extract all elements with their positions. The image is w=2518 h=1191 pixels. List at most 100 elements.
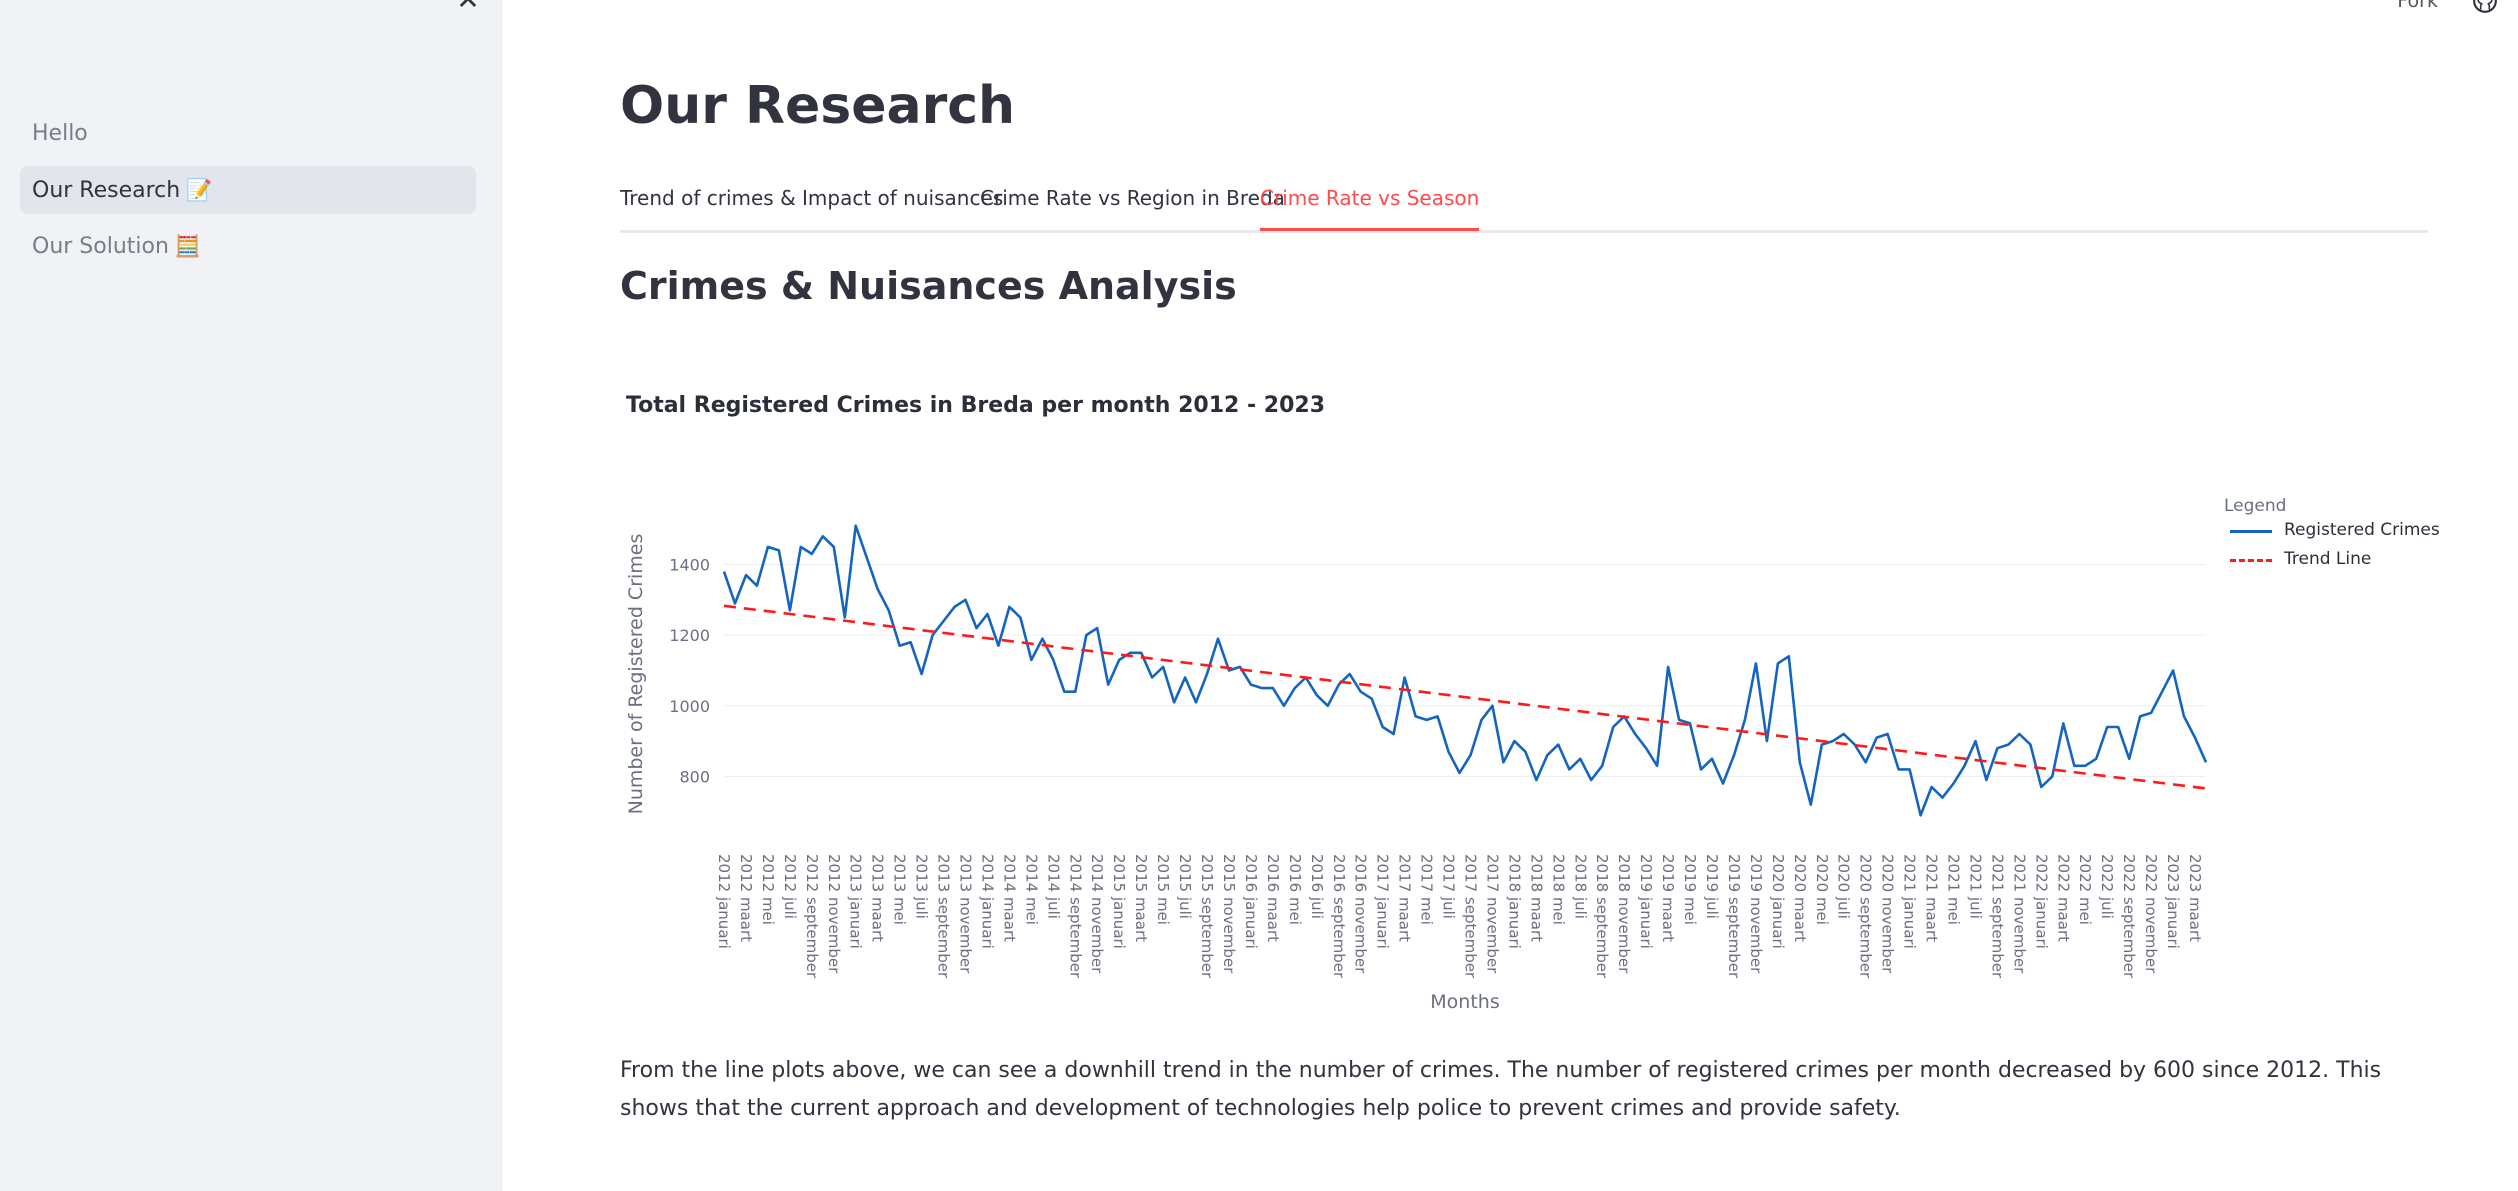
x-tick-label: 2020 maart — [1791, 854, 1809, 942]
x-tick-label: 2018 juli — [1571, 854, 1589, 919]
x-tick-label: 2018 november — [1615, 854, 1633, 974]
sidebar-item-label: Our Research — [32, 178, 181, 203]
x-tick-label: 2021 januari — [1901, 854, 1919, 949]
x-tick-label: 2022 mei — [2076, 854, 2094, 925]
x-tick-label: 2022 november — [2142, 854, 2160, 974]
x-tick-label: 2017 maart — [1396, 854, 1414, 942]
x-tick-label: 2015 november — [1220, 854, 1238, 974]
sidebar-item-label: Our Solution — [32, 234, 169, 259]
fork-button[interactable]: Fork — [2397, 0, 2438, 12]
legend-title: Legend — [2224, 496, 2287, 516]
tab-bar: Trend of crimes & Impact of nuisances Cr… — [620, 180, 2428, 233]
x-tick-label: 2016 januari — [1242, 854, 1260, 949]
x-tick-label: 2013 mei — [891, 854, 909, 925]
legend-swatch-solid — [2230, 530, 2272, 533]
close-icon[interactable]: ✕ — [452, 0, 484, 14]
analysis-paragraph: From the line plots above, we can see a … — [620, 1058, 2382, 1121]
x-tick-label: 2016 september — [1330, 854, 1348, 979]
tab-crime-rate-vs-season[interactable]: Crime Rate vs Season — [1260, 180, 1480, 231]
abacus-icon: 🧮 — [174, 234, 202, 258]
y-tick-label: 800 — [679, 767, 710, 786]
main-content: Our Research Trend of crimes & Impact of… — [620, 0, 2440, 1191]
x-tick-label: 2018 september — [1593, 854, 1611, 979]
x-tick-label: 2019 mei — [1681, 854, 1699, 925]
x-tick-label: 2019 september — [1725, 854, 1743, 979]
x-tick-label: 2014 september — [1066, 854, 1084, 979]
y-tick-label: 1400 — [669, 556, 710, 575]
x-tick-label: 2022 september — [2120, 854, 2138, 979]
x-tick-label: 2021 november — [2010, 854, 2028, 974]
x-tick-label: 2022 januari — [2032, 854, 2050, 949]
y-axis-title: Number of Registered Crimes — [625, 534, 647, 815]
x-tick-label: 2012 september — [803, 854, 821, 979]
x-tick-label: 2020 november — [1879, 854, 1897, 974]
sidebar-item-our-solution[interactable]: Our Solution 🧮 — [20, 222, 476, 270]
x-tick-label: 2017 september — [1461, 854, 1479, 979]
sidebar: ✕ Hello Our Research📝 Our Solution🧮 — [0, 0, 502, 1191]
legend-label: Trend Line — [2284, 549, 2372, 569]
x-tick-label: 2017 mei — [1418, 854, 1436, 925]
x-tick-label: 2014 juli — [1044, 854, 1062, 919]
sidebar-item-our-research[interactable]: Our Research 📝 — [20, 166, 476, 214]
x-tick-label: 2022 maart — [2054, 854, 2072, 942]
memo-icon: 📝 — [186, 178, 213, 202]
x-tick-label: 2012 maart — [737, 854, 755, 942]
chart-plot: 800 1000 1200 1400 Number of Registered Crim… — [625, 524, 2208, 1013]
x-tick-label: 2014 november — [1088, 854, 1106, 974]
x-tick-label: 2015 maart — [1132, 854, 1150, 942]
x-tick-label: 2013 juli — [913, 854, 931, 919]
y-tick-label: 1200 — [669, 626, 710, 645]
tab-crime-rate-vs-region[interactable]: Crime Rate vs Region in Breda — [980, 186, 1285, 210]
x-tick-label: 2020 januari — [1769, 854, 1787, 949]
x-tick-label: 2012 juli — [781, 854, 799, 919]
line-chart: 800 1000 1200 1400 Number of Registered Crim… — [620, 470, 2440, 1030]
x-tick-label: 2020 mei — [1813, 854, 1831, 925]
x-tick-label: 2014 januari — [978, 854, 996, 949]
x-tick-label: 2012 januari — [715, 854, 733, 949]
x-tick-label: 2017 juli — [1440, 854, 1458, 919]
x-tick-label: 2013 november — [957, 854, 975, 974]
legend-item-registered-crimes[interactable]: Registered Crimes — [2224, 516, 2440, 545]
legend-swatch-dashed — [2230, 559, 2272, 562]
x-tick-label: 2013 september — [935, 854, 953, 979]
x-tick-label: 2018 mei — [1549, 854, 1567, 925]
x-tick-label: 2015 juli — [1176, 854, 1194, 919]
x-axis-title: Months — [1430, 991, 1499, 1013]
x-tick-label: 2019 maart — [1659, 854, 1677, 942]
x-tick-label: 2017 januari — [1374, 854, 1392, 949]
x-tick-label: 2018 maart — [1527, 854, 1545, 942]
x-tick-label: 2023 januari — [2164, 854, 2182, 949]
x-tick-label: 2021 maart — [1923, 854, 1941, 942]
github-icon[interactable] — [2472, 0, 2498, 14]
legend-label: Registered Crimes — [2284, 520, 2440, 540]
x-tick-label: 2019 januari — [1637, 854, 1655, 949]
x-tick-label: 2021 september — [1988, 854, 2006, 979]
section-title: Crimes & Nuisances Analysis — [620, 264, 1237, 308]
x-tick-label: 2021 juli — [1966, 854, 1984, 919]
x-tick-label: 2016 juli — [1308, 854, 1326, 919]
sidebar-item-hello[interactable]: Hello — [20, 110, 476, 158]
y-tick-label: 1000 — [669, 697, 710, 716]
x-tick-label: 2016 november — [1352, 854, 1370, 974]
x-tick-label: 2013 maart — [869, 854, 887, 942]
x-tick-label: 2023 maart — [2186, 854, 2204, 942]
x-tick-label: 2012 november — [825, 854, 843, 974]
x-tick-label: 2016 maart — [1264, 854, 1282, 942]
x-tick-label: 2015 september — [1198, 854, 1216, 979]
legend-item-trend-line[interactable]: Trend Line — [2224, 545, 2424, 574]
chart-legend: Legend Registered Crimes Trend Line — [2224, 496, 2440, 574]
x-tick-label: 2022 juli — [2098, 854, 2116, 919]
x-tick-label: 2019 juli — [1703, 854, 1721, 919]
x-tick-label: 2013 januari — [847, 854, 865, 949]
series-trend-line — [723, 604, 2207, 790]
x-tick-label: 2020 juli — [1835, 854, 1853, 919]
x-tick-label: 2015 mei — [1154, 854, 1172, 925]
tab-trend-of-crimes[interactable]: Trend of crimes & Impact of nuisances — [620, 186, 1004, 210]
x-tick-label: 2019 november — [1747, 854, 1765, 974]
page-title: Our Research — [620, 76, 1016, 136]
x-tick-label: 2020 september — [1857, 854, 1875, 979]
x-tick-label: 2017 november — [1483, 854, 1501, 974]
x-tick-label: 2014 mei — [1022, 854, 1040, 925]
x-tick-label: 2014 maart — [1000, 854, 1018, 942]
x-tick-label: 2016 mei — [1286, 854, 1304, 925]
